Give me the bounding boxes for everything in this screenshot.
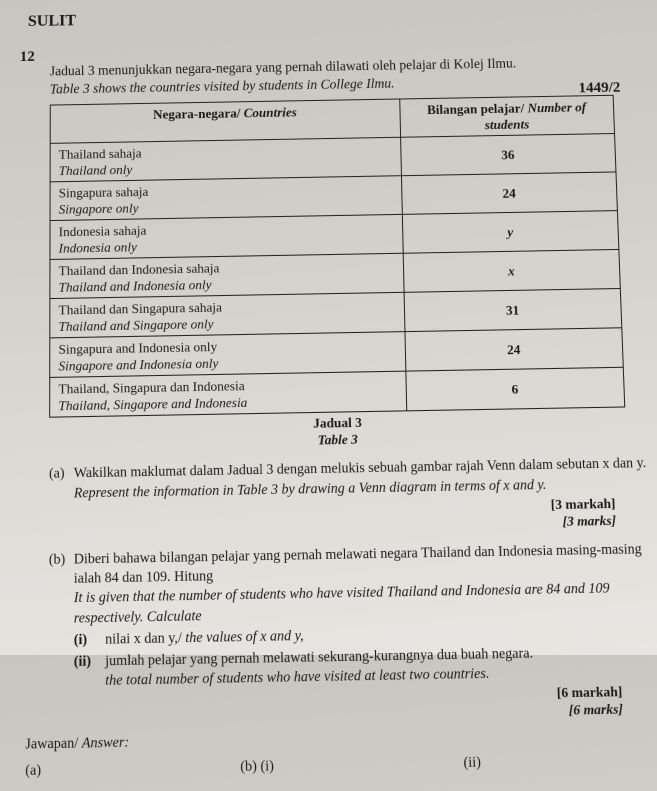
cell-ms: Thailand, Singapura dan Indonesia [58,378,244,397]
cell-val: 24 [401,172,617,214]
part-a-marks-ms: [3 markah] [550,495,615,512]
cell-val: y [402,211,619,254]
header-sulit: SULIT [28,12,76,31]
part-a-marks-en: [3 marks] [49,512,616,539]
part-b-ii-label: (ii) [74,651,105,691]
th-countries-en: Countries [244,105,297,121]
part-b-i-label: (i) [74,629,105,649]
cell-val: 24 [405,328,624,371]
cell-ms: Singapura and Indonesia only [58,339,217,357]
part-b-marks-en: [6 marks] [49,701,624,729]
part-b-ii-en: the total number of students who have vi… [105,665,489,688]
header-code: 1449/2 [578,80,621,98]
cell-ms: Singapura sahaja [59,184,149,201]
answer-b-i: (b) (i) [240,758,274,776]
part-b-ms: Diberi bahawa bilangan pelajar yang pern… [74,540,642,586]
th-countries-ms: Negara-negara/ [153,106,240,123]
part-b-en: It is given that the number of students … [74,580,610,625]
cell-val: 31 [404,289,622,332]
part-b-label: (b) [49,549,74,691]
cell-val: x [403,250,621,293]
answer-ii: (ii) [463,754,481,772]
part-a-label: (a) [49,464,74,503]
cell-ms: Thailand sahaja [59,146,142,163]
data-table: Negara-negara/ Countries Bilangan pelaja… [49,95,625,418]
caption-ms: Jadual 3 [313,415,362,432]
part-b-i-en: the values of x and y, [185,627,303,645]
answer-label-ms: Jawapan/ [25,735,78,752]
cell-val: 6 [405,368,624,412]
cell-ms: Thailand dan Indonesia sahaja [59,261,220,279]
part-b-marks-ms: [6 markah] [557,684,623,702]
cell-ms: Indonesia sahaja [59,223,147,240]
answer-a: (a) [25,762,50,780]
part-a-ms: Wakilkan maklumat dalam Jadual 3 dengan … [74,455,647,481]
answer-label-en: Answer: [82,734,129,751]
question-number: 12 [20,49,35,66]
cell-val: 36 [400,134,616,176]
th-number-ms: Bilangan pelajar/ [427,101,525,118]
part-b-i-ms: nilai x dan y,/ [105,629,182,647]
cell-ms: Thailand dan Singapura sahaja [59,300,222,318]
